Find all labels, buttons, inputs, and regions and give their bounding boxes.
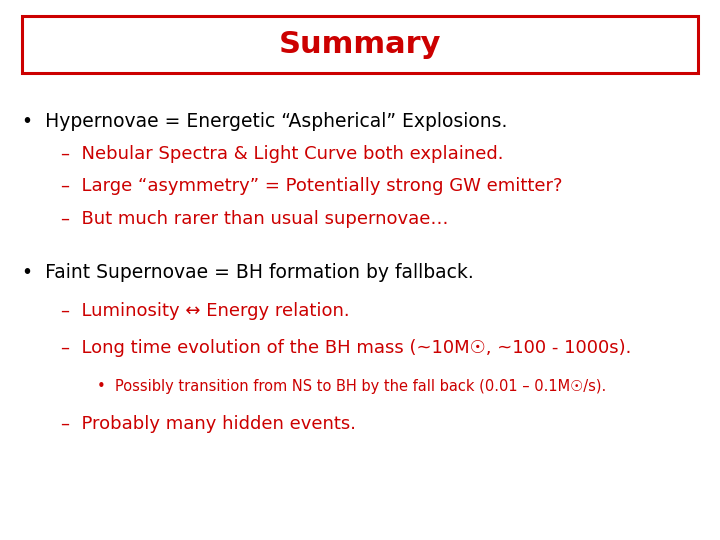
Text: –  Nebular Spectra & Light Curve both explained.: – Nebular Spectra & Light Curve both exp…	[61, 145, 504, 163]
Text: •  Possibly transition from NS to BH by the fall back (0.01 – 0.1M☉/s).: • Possibly transition from NS to BH by t…	[97, 379, 606, 394]
Text: –  Long time evolution of the BH mass (~10M☉, ~100 - 1000s).: – Long time evolution of the BH mass (~1…	[61, 339, 631, 357]
Text: –  Probably many hidden events.: – Probably many hidden events.	[61, 415, 356, 433]
Text: –  Large “asymmetry” = Potentially strong GW emitter?: – Large “asymmetry” = Potentially strong…	[61, 177, 563, 195]
Text: •  Faint Supernovae = BH formation by fallback.: • Faint Supernovae = BH formation by fal…	[22, 263, 473, 282]
Text: –  Luminosity ↔ Energy relation.: – Luminosity ↔ Energy relation.	[61, 301, 350, 320]
Text: Summary: Summary	[279, 30, 441, 59]
Text: –  But much rarer than usual supernovae…: – But much rarer than usual supernovae…	[61, 210, 449, 228]
FancyBboxPatch shape	[22, 16, 698, 73]
Text: •  Hypernovae = Energetic “Aspherical” Explosions.: • Hypernovae = Energetic “Aspherical” Ex…	[22, 112, 507, 131]
